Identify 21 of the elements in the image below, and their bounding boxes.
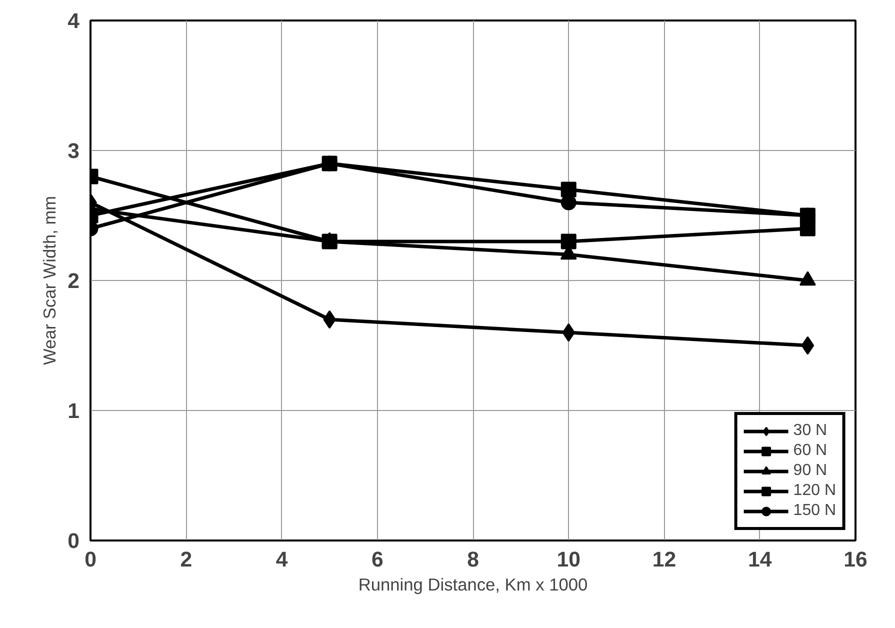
x-tick-label: 10	[556, 548, 580, 572]
x-tick-label: 6	[371, 548, 384, 572]
x-tick-label: 12	[652, 548, 676, 572]
y-tick-label: 1	[68, 399, 80, 423]
x-tick-label: 16	[844, 548, 868, 572]
legend-label: 30 N	[793, 422, 828, 440]
legend-label: 120 N	[793, 482, 836, 500]
legend-label: 90 N	[793, 462, 828, 480]
x-tick-label: 14	[748, 548, 772, 572]
legend-label: 150 N	[793, 502, 836, 520]
y-axis-title: Wear Scar Width, mm	[40, 196, 60, 366]
y-tick-label: 2	[68, 269, 80, 293]
x-tick-label: 0	[84, 548, 96, 572]
y-tick-label: 4	[68, 9, 80, 33]
legend-label: 60 N	[793, 442, 828, 460]
x-tick-label: 2	[180, 548, 192, 572]
x-tick-label: 8	[467, 548, 480, 572]
x-axis-title: Running Distance, Km x 1000	[358, 574, 588, 594]
y-tick-label: 0	[68, 529, 80, 553]
x-tick-label: 4	[276, 548, 288, 572]
y-tick-label: 3	[68, 139, 80, 163]
